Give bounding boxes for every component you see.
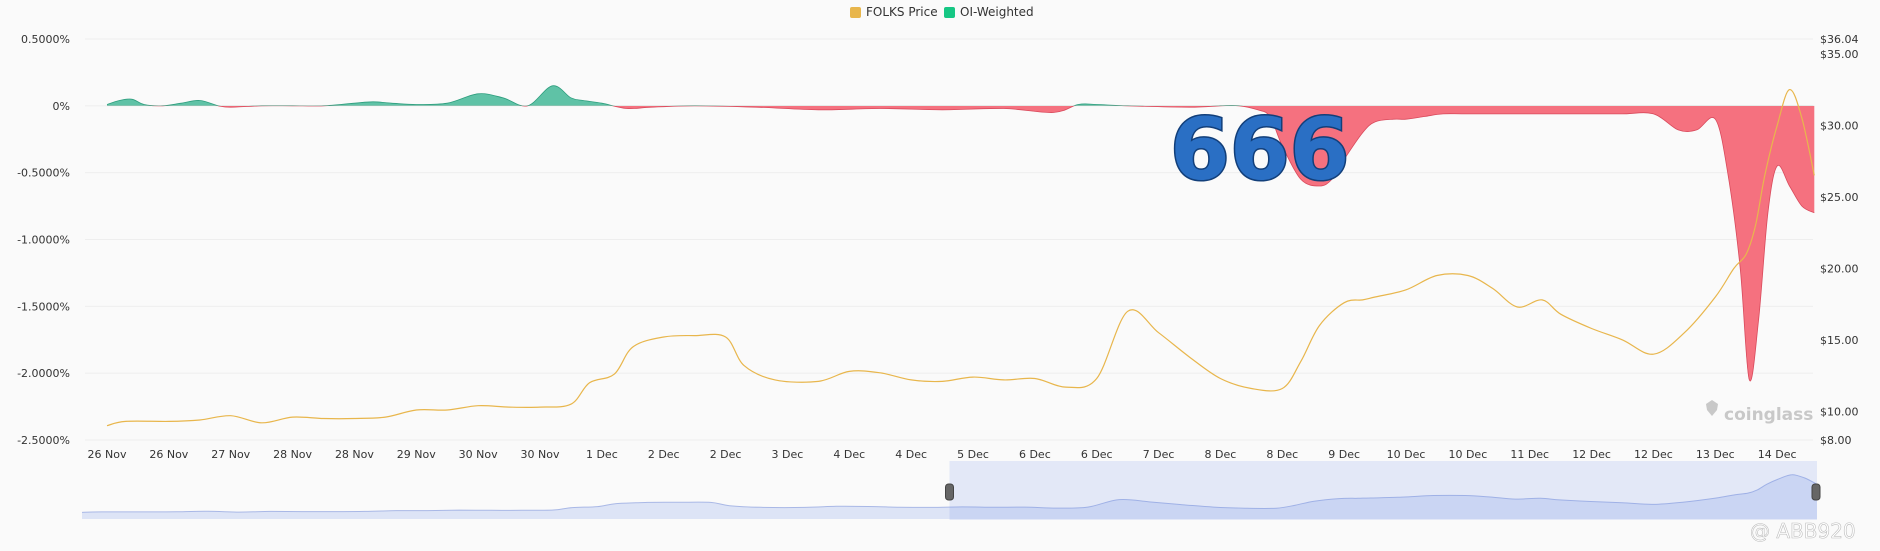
legend-item-oi-weighted[interactable]: OI-Weighted <box>944 5 1034 19</box>
x-axis: 26 Nov 26 Nov 27 Nov 28 Nov 28 Nov 29 Nov 30 N… <box>88 448 1797 461</box>
legend-swatch-oi-weighted <box>944 7 955 18</box>
x-tick-label: 2 Dec <box>710 448 742 461</box>
x-tick-label: 11 Dec <box>1510 448 1549 461</box>
navigator-handle-right[interactable] <box>1811 483 1821 501</box>
navigator-handle-left[interactable] <box>945 483 954 501</box>
coinglass-logo: coinglass <box>1706 400 1813 425</box>
x-tick-label: 29 Nov <box>397 448 436 461</box>
x-tick-label: 8 Dec <box>1266 448 1298 461</box>
y-axis-right: $36.04 $35.00 $30.00 $25.00 $20.00 $15.00 $10.… <box>1820 33 1859 447</box>
funding-line-positive <box>106 85 1243 106</box>
x-tick-label: 10 Dec <box>1387 448 1426 461</box>
x-tick-label: 26 Nov <box>149 448 188 461</box>
price-line <box>106 89 1815 427</box>
x-tick-label: 4 Dec <box>895 448 927 461</box>
x-tick-label: 9 Dec <box>1328 448 1360 461</box>
watermark-credit: @ ABB920 <box>1750 519 1856 543</box>
y-right-tick-label: $10.00 <box>1820 405 1859 418</box>
range-navigator[interactable] <box>81 461 1821 520</box>
watermark-666: 666 <box>1170 100 1350 200</box>
coinglass-icon <box>1706 400 1718 416</box>
x-tick-label: 6 Dec <box>1081 448 1113 461</box>
x-tick-label: 28 Nov <box>335 448 374 461</box>
x-tick-label: 12 Dec <box>1634 448 1673 461</box>
legend: FOLKS Price OI-Weighted <box>850 5 1034 19</box>
x-tick-label: 3 Dec <box>772 448 804 461</box>
coinglass-wordmark: coinglass <box>1724 405 1813 425</box>
navigator-line <box>81 474 1818 513</box>
x-tick-label: 26 Nov <box>88 448 127 461</box>
y-left-tick-label: 0.5000% <box>21 33 70 46</box>
legend-item-price[interactable]: FOLKS Price <box>850 5 938 19</box>
x-tick-label: 30 Nov <box>521 448 560 461</box>
legend-swatch-price <box>850 7 861 18</box>
y-left-tick-label: 0% <box>53 100 70 113</box>
y-right-tick-label: $35.00 <box>1820 48 1859 61</box>
navigator-area <box>82 474 1817 519</box>
plot-area <box>106 85 1815 427</box>
y-left-tick-label: -2.5000% <box>17 434 70 447</box>
y-left-tick-label: -1.0000% <box>17 234 70 247</box>
x-tick-label: 7 Dec <box>1143 448 1175 461</box>
x-tick-label: 1 Dec <box>586 448 618 461</box>
y-left-tick-label: -1.5000% <box>17 300 70 313</box>
y-right-tick-label: $15.00 <box>1820 334 1859 347</box>
x-tick-label: 10 Dec <box>1448 448 1487 461</box>
x-tick-label: 5 Dec <box>957 448 989 461</box>
x-tick-label: 14 Dec <box>1758 448 1797 461</box>
x-tick-label: 13 Dec <box>1696 448 1735 461</box>
x-tick-label: 2 Dec <box>648 448 680 461</box>
y-axis-left: 0.5000% 0% -0.5000% -1.0000% -1.5000% -2.0000… <box>17 33 70 447</box>
legend-label-oi-weighted: OI-Weighted <box>960 5 1034 19</box>
navigator-selection[interactable] <box>949 461 1818 520</box>
x-tick-label: 6 Dec <box>1019 448 1051 461</box>
x-tick-label: 30 Nov <box>459 448 498 461</box>
x-tick-label: 12 Dec <box>1572 448 1611 461</box>
x-tick-label: 28 Nov <box>273 448 312 461</box>
y-right-tick-label: $25.00 <box>1820 191 1859 204</box>
y-left-tick-label: -2.0000% <box>17 367 70 380</box>
y-right-tick-label: $20.00 <box>1820 262 1859 275</box>
x-tick-label: 8 Dec <box>1205 448 1237 461</box>
funding-line-negative <box>150 105 1815 382</box>
y-right-tick-label: $36.04 <box>1820 33 1859 46</box>
y-left-tick-label: -0.5000% <box>17 167 70 180</box>
x-tick-label: 27 Nov <box>211 448 250 461</box>
legend-label-price: FOLKS Price <box>866 5 938 19</box>
x-tick-label: 4 Dec <box>833 448 865 461</box>
y-right-tick-label: $8.00 <box>1820 434 1852 447</box>
y-right-tick-label: $30.00 <box>1820 119 1859 132</box>
